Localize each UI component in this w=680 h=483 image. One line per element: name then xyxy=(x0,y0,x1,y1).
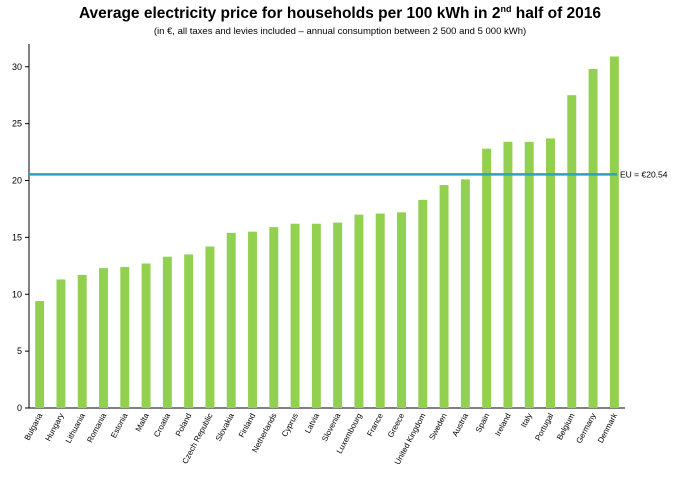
x-tick-label: Italy xyxy=(519,412,534,429)
x-tick-label: Latvia xyxy=(303,411,321,435)
x-tick-label: Greece xyxy=(386,411,407,439)
bars-group xyxy=(35,56,619,409)
y-tick-label: 30 xyxy=(12,62,22,72)
x-tick-label: Poland xyxy=(174,412,194,438)
x-tick-label: Malta xyxy=(134,411,151,433)
x-tick-label: Cyprus xyxy=(280,412,300,439)
y-tick-label: 20 xyxy=(12,176,22,186)
x-tick-label: Romania xyxy=(85,411,108,444)
bar-luxembourg xyxy=(354,214,364,408)
x-tick-label: Sweden xyxy=(427,412,449,442)
bar-hungary xyxy=(56,279,66,408)
bar-netherlands xyxy=(269,227,279,408)
bar-croatia xyxy=(162,256,172,408)
x-tick-label: Croatia xyxy=(152,411,172,438)
bar-cyprus xyxy=(290,223,300,408)
bar-france xyxy=(375,213,385,408)
x-tick-label: France xyxy=(365,411,385,438)
x-tick-label: Ireland xyxy=(493,412,512,438)
bar-germany xyxy=(588,69,598,409)
y-tick-label: 0 xyxy=(17,403,22,413)
bar-estonia xyxy=(120,266,130,408)
chart-title-superscript: nd xyxy=(500,4,512,14)
x-tick-label: Germany xyxy=(574,412,597,445)
x-tick-label: Bulgaria xyxy=(23,411,45,442)
bar-italy xyxy=(524,141,534,408)
chart-subtitle: (in €, all taxes and levies included – a… xyxy=(153,26,527,37)
chart-title-main: Average electricity price for households… xyxy=(78,5,501,23)
y-tick-label: 5 xyxy=(17,346,22,356)
bar-romania xyxy=(99,268,108,408)
chart-title: Average electricity price for households… xyxy=(0,4,680,23)
bar-poland xyxy=(184,254,194,408)
bar-united-kingdom xyxy=(418,199,428,408)
bar-slovenia xyxy=(333,222,343,408)
x-tick-label: Finland xyxy=(237,412,257,439)
x-tick-label: Slovenia xyxy=(320,411,343,443)
x-tick-label: Denmark xyxy=(596,411,620,445)
bar-czech-republic xyxy=(205,246,215,408)
x-tick-label: Austria xyxy=(450,411,470,438)
bar-bulgaria xyxy=(35,301,45,408)
x-tick-label: Portugal xyxy=(533,412,555,443)
reference-line-group: EU = €20.54 xyxy=(29,169,668,179)
bar-greece xyxy=(397,212,406,408)
x-tick-label: Belgium xyxy=(555,411,577,441)
bar-denmark xyxy=(609,56,619,408)
bar-portugal xyxy=(546,138,555,408)
bar-lithuania xyxy=(77,274,87,408)
y-tick-label: 25 xyxy=(12,119,22,129)
eu-average-label: EU = €20.54 xyxy=(620,169,668,179)
bar-latvia xyxy=(311,223,321,408)
y-tick-label: 15 xyxy=(12,232,22,242)
x-tick-label: Estonia xyxy=(109,411,130,439)
x-tick-label: Hungary xyxy=(44,412,66,443)
bar-ireland xyxy=(503,141,513,408)
bar-slovakia xyxy=(226,232,236,408)
x-tick-label: Spain xyxy=(474,412,492,434)
y-tick-label: 10 xyxy=(12,289,22,299)
x-tick-label: Slovakia xyxy=(214,411,236,442)
bar-sweden xyxy=(439,185,449,408)
bar-austria xyxy=(460,179,470,408)
chart-title-end: half of 2016 xyxy=(511,5,602,23)
bar-finland xyxy=(248,231,257,408)
x-tick-label: Lithuania xyxy=(64,411,87,444)
bar-spain xyxy=(482,148,492,408)
bar-malta xyxy=(141,263,151,408)
bar-belgium xyxy=(567,95,577,408)
